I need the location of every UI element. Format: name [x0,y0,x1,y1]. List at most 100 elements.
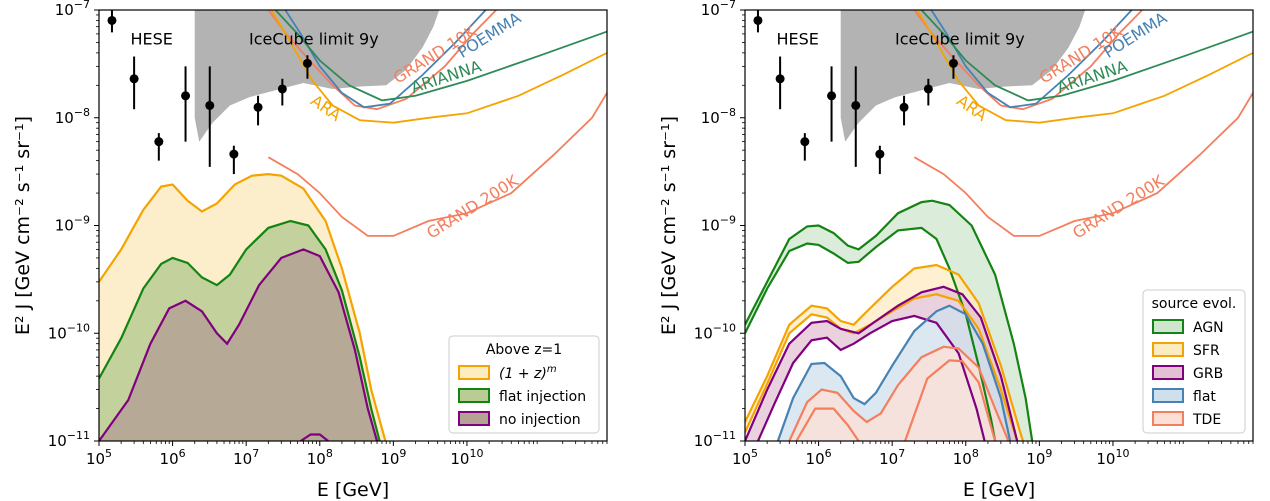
plot-area [99,10,607,441]
annotation-grand200k: GRAND 200K [423,171,522,243]
legend-swatch [458,388,490,403]
y-tick-label: 10−8 [55,106,90,127]
icecube-limit-region [194,10,440,142]
line-flat-injection-upper [99,219,381,441]
legend-label: SFR [1193,343,1220,359]
x-tick-label: 106 [160,447,186,468]
line-grb-upper [745,285,1019,441]
legend-label: AGN [1193,320,1224,336]
legend-swatch [1152,388,1184,403]
legend-label: (1 + z)m [499,364,557,382]
hese-point [181,91,191,101]
hese-point [948,58,958,68]
y-tick-label: 10−9 [55,214,90,235]
line-tde-upper [788,345,1010,441]
legend: Above z=1 (1 + z)m flat injection no inject… [448,335,600,434]
hese-point [277,84,287,94]
line-no-injection-upper [99,248,379,441]
sensitivity-arianna [274,10,607,102]
line-no-injection-extra [300,433,329,441]
legend-label: GRB [1193,366,1223,382]
legend-label: TDE [1192,412,1221,428]
x-axis-label: E [GeV] [317,479,389,501]
x-tick-label: 107 [879,447,905,468]
x-tick-label: 105 [732,447,758,468]
y-tick-label: 10−9 [701,214,736,235]
legend-swatch [1152,319,1184,334]
y-tick-label: 10−10 [694,321,736,342]
hese-point [205,100,215,110]
annotation-grand200k: GRAND 200K [1069,171,1168,243]
x-tick-label: 106 [806,447,832,468]
y-axis-label: E² J [GeV cm⁻² s⁻¹ sr⁻¹] [12,116,34,335]
hese-point [302,58,312,68]
legend-box [448,335,600,434]
hese-point [753,15,763,25]
legend-title: Above z=1 [486,342,562,358]
y-tick-label: 10−7 [701,0,736,19]
sensitivity-ara [270,10,607,124]
hese-point [851,100,861,110]
x-tick-label: 108 [953,447,979,468]
legend: source evol. AGN SFR GRB flat TDE [1142,289,1246,434]
legend-label: flat injection [499,389,586,405]
legend-label: flat [1193,389,1216,405]
hese-point [899,102,909,112]
line--1-z--upper [99,172,387,441]
band-agn [745,200,1033,441]
legend-swatch [1152,342,1184,357]
sensitivity-ara [916,10,1253,124]
x-tick-label: 107 [233,447,259,468]
hese-point [154,137,164,147]
annotation-hese: HESE [130,29,172,48]
y-tick-label: 10−8 [701,106,736,127]
line-sfr-upper [745,263,1025,441]
sensitivity-arianna [920,10,1253,102]
x-tick-label: 108 [307,447,333,468]
sensitivity-grand200k [913,92,1253,237]
annotation-ara: ARA [307,91,344,125]
legend-swatch [458,411,490,426]
annotation-icecube: IceCube limit 9y [895,29,1025,48]
x-tick-label: 105 [86,447,112,468]
x-axis-label: E [GeV] [963,479,1035,501]
y-tick-label: 10−7 [55,0,90,19]
x-tick-label: 109 [380,447,406,468]
line-agn-upper [745,199,1034,441]
x-tick-label: 1010 [1096,447,1129,468]
annotation-ara: ARA [953,91,990,125]
hese-point [775,74,785,84]
line-flat-upper [776,304,1012,441]
line-tde-extra [795,407,860,441]
hese-point [827,91,837,101]
panel-right: HESE IceCube limit 9y GRAND 10KPOEMMAARIAN… [658,0,1254,501]
legend-label: no injection [499,412,581,428]
line-agn-lower [745,226,997,441]
x-tick-label: 109 [1026,447,1052,468]
hese-point [923,84,933,94]
line-tde-extra2 [904,359,997,441]
legend-swatch [1152,411,1184,426]
hese-point [800,137,810,147]
y-tick-label: 10−11 [694,429,736,450]
legend-swatch [1152,365,1184,380]
plot-area [745,10,1253,441]
legend-title: source evol. [1152,296,1237,312]
legend-swatch [458,365,490,380]
annotation-icecube: IceCube limit 9y [249,29,379,48]
band-tde [789,346,1009,441]
hese-point [253,102,263,112]
y-tick-label: 10−10 [48,321,90,342]
sensitivity-grand200k [267,92,607,237]
hese-point [875,149,885,159]
hese-point [129,74,139,84]
hese-point [107,15,117,25]
y-tick-label: 10−11 [48,429,90,450]
y-axis-label: E² J [GeV cm⁻² s⁻¹ sr⁻¹] [658,116,680,335]
hese-point [229,149,239,159]
band-no-injection [99,249,377,441]
x-tick-label: 1010 [450,447,483,468]
icecube-limit-region [840,10,1086,142]
annotation-hese: HESE [776,29,818,48]
